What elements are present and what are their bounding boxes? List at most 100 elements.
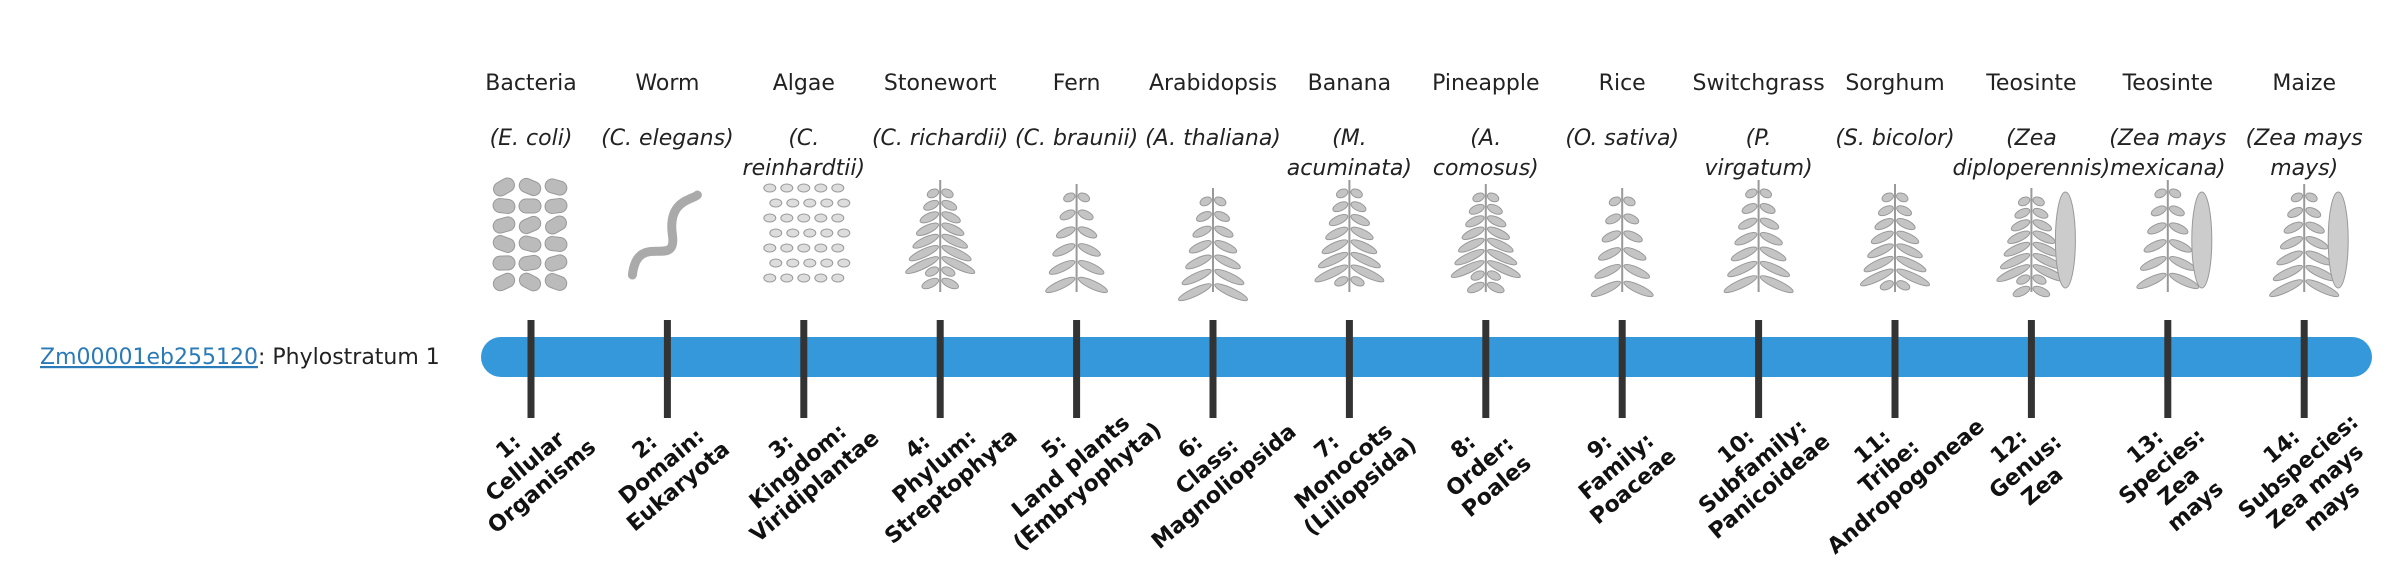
leaf — [2305, 279, 2340, 298]
cell — [544, 236, 568, 252]
cell — [797, 213, 811, 223]
leaf — [1881, 192, 1894, 203]
leaf — [2168, 188, 2182, 199]
leaf — [921, 277, 940, 290]
leaf — [1328, 214, 1349, 227]
stratum-label: 8:Order:Poales — [1424, 411, 1536, 522]
leaf — [1486, 270, 1502, 281]
cell — [820, 258, 834, 268]
gene-link[interactable]: Zm00001eb255120 — [40, 345, 258, 370]
leaf — [1486, 281, 1505, 294]
leaf — [1056, 226, 1076, 239]
species-name: (C. — [788, 126, 819, 151]
gene-id[interactable]: Zm00001eb255120 — [40, 345, 258, 370]
stratum-label: 1:CellularOrganisms — [450, 395, 601, 539]
leaf — [1896, 218, 1916, 231]
gene-suffix: : Phylostratum 1 — [258, 345, 440, 370]
organism-name: Rice — [1599, 71, 1646, 96]
leaf — [1741, 203, 1758, 214]
leaf — [2290, 192, 2304, 203]
organism-illustration — [1314, 180, 1385, 292]
leaf — [941, 222, 965, 236]
species-name: virgatum) — [1704, 156, 1812, 181]
leaf — [1590, 280, 1621, 298]
organism-illustration — [763, 183, 851, 283]
leaf — [2154, 188, 2167, 199]
leaf — [1759, 217, 1780, 230]
leaf — [1199, 196, 1212, 207]
leaf — [1465, 215, 1485, 228]
stratum-label: 9:Family:Poaceae — [1552, 404, 1681, 530]
stratum-label: 5:Land plants(Embryophyta) — [975, 378, 1166, 556]
stratum-label: 10:Subfamily:Panicoideae — [1671, 389, 1835, 544]
stratum-label: 3:Kingdom:Viridiplantae — [712, 386, 884, 548]
leaf — [1214, 283, 1249, 302]
leaf — [2003, 241, 2031, 257]
cell — [518, 215, 542, 235]
leaf — [1350, 239, 1378, 255]
leaf — [1325, 226, 1349, 241]
species-name: (Zea — [2006, 126, 2057, 151]
leaf — [1877, 205, 1894, 217]
organism-name: Pineapple — [1432, 71, 1539, 96]
leaf — [1486, 226, 1510, 240]
leaf — [1077, 276, 1109, 294]
leaf — [1321, 239, 1349, 255]
leaf — [941, 277, 959, 290]
leaf — [1214, 254, 1241, 270]
leaf — [1598, 247, 1622, 261]
cell — [492, 272, 516, 292]
stratum-label: 2:Domain:Eukaryota — [589, 397, 735, 537]
leaf — [1896, 255, 1927, 273]
organism-illustration — [1045, 184, 1109, 294]
cell — [518, 198, 542, 214]
cell — [780, 243, 794, 253]
cell — [803, 198, 817, 208]
leaf — [1605, 213, 1622, 225]
leaf — [2012, 285, 2031, 298]
leaf — [1468, 203, 1485, 215]
cell — [837, 258, 851, 268]
leaf — [1896, 192, 1909, 203]
leaf — [1214, 240, 1238, 254]
cell — [492, 216, 516, 234]
leaf — [2168, 205, 2185, 217]
leaf — [2305, 192, 2318, 203]
timeline-bar — [481, 337, 2372, 377]
cell — [831, 213, 845, 223]
leaf — [1879, 280, 1894, 291]
leaf — [1623, 196, 1636, 207]
species-name: (M. — [1332, 126, 1367, 151]
leaf — [2269, 279, 2303, 298]
leaf — [2007, 230, 2031, 244]
leaf — [912, 233, 939, 249]
leaf — [1896, 230, 1920, 245]
leaf — [1734, 232, 1758, 246]
leaf — [1077, 226, 1098, 239]
cell — [492, 235, 516, 253]
cell — [763, 243, 777, 253]
cell — [518, 254, 542, 272]
organism-illustration — [1996, 188, 2076, 298]
cell — [837, 228, 851, 238]
organism-name: Maize — [2272, 71, 2336, 96]
organism-illustration — [1177, 188, 1249, 302]
leaf — [1487, 248, 1518, 266]
stratum-label: 11:Tribe:Andropogoneae — [1790, 374, 1990, 559]
leaf — [1727, 260, 1758, 278]
leaf — [1185, 254, 1212, 270]
leaf — [923, 199, 940, 211]
leaf — [1623, 230, 1643, 243]
cob — [2191, 191, 2213, 289]
organism-illustration — [1450, 184, 1521, 294]
cell — [518, 272, 542, 292]
leaf — [1335, 188, 1349, 199]
organism-name: Worm — [635, 71, 699, 96]
cell — [780, 273, 794, 283]
cell — [493, 177, 515, 197]
organism-illustration — [1590, 188, 1654, 298]
leaf — [1723, 275, 1758, 294]
species-name: (E. coli) — [490, 126, 573, 151]
leaf — [2032, 274, 2047, 285]
cell — [544, 198, 568, 214]
